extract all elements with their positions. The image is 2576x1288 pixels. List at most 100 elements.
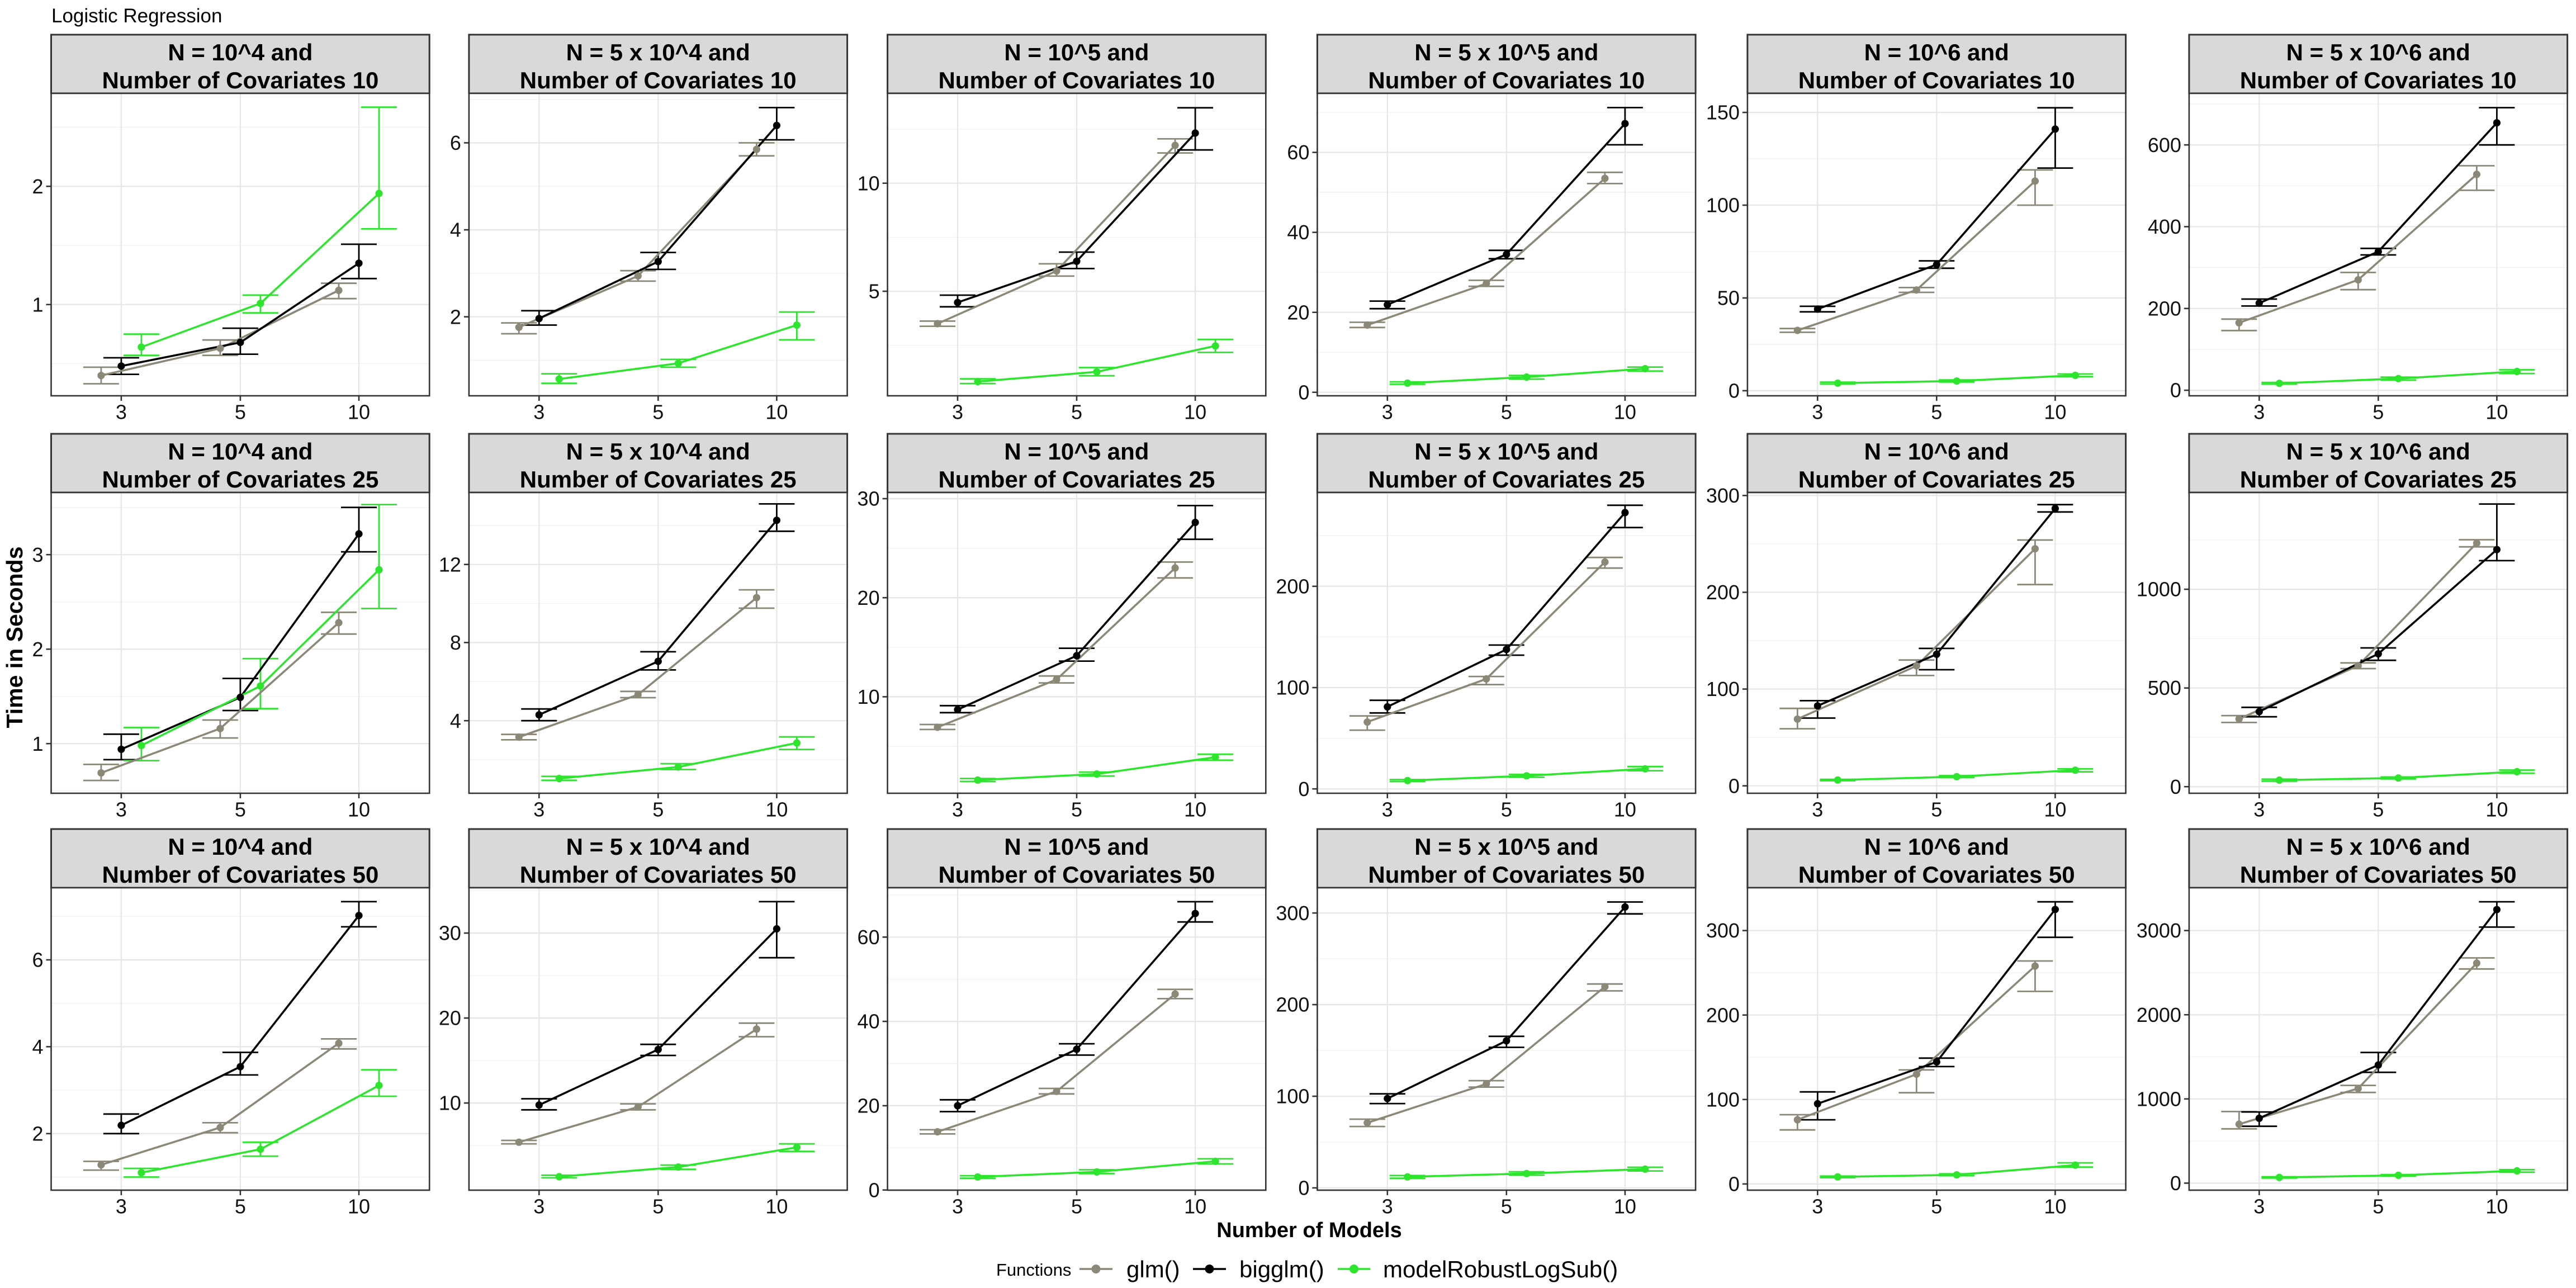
svg-text:10: 10 [765, 798, 788, 821]
svg-text:N = 5 x 10^5 and: N = 5 x 10^5 and [1414, 39, 1598, 65]
svg-text:10: 10 [1184, 1195, 1206, 1218]
svg-text:8: 8 [450, 631, 461, 654]
svg-text:Time in Seconds: Time in Seconds [2, 546, 27, 728]
svg-text:Number of Covariates 25: Number of Covariates 25 [1798, 466, 2075, 493]
svg-text:3: 3 [116, 1195, 127, 1218]
svg-text:5: 5 [652, 1195, 664, 1218]
svg-text:N = 5 x 10^5 and: N = 5 x 10^5 and [1414, 834, 1598, 860]
svg-text:20: 20 [1287, 301, 1309, 324]
svg-text:Number of Covariates 25: Number of Covariates 25 [102, 466, 378, 493]
svg-text:5: 5 [1931, 1195, 1942, 1218]
svg-text:N = 5 x 10^6 and: N = 5 x 10^6 and [2286, 834, 2470, 860]
svg-text:10: 10 [858, 172, 880, 195]
svg-text:Number of Covariates 10: Number of Covariates 10 [1798, 67, 2075, 93]
svg-text:200: 200 [1706, 1003, 1740, 1026]
svg-text:Number of Covariates 50: Number of Covariates 50 [2240, 861, 2517, 888]
svg-text:Number of Covariates 10: Number of Covariates 10 [102, 67, 378, 93]
svg-text:Number of Covariates 25: Number of Covariates 25 [2240, 466, 2517, 493]
svg-text:N = 10^6 and: N = 10^6 and [1864, 39, 2009, 65]
svg-text:5: 5 [2373, 401, 2384, 424]
svg-text:10: 10 [1614, 401, 1636, 424]
svg-text:40: 40 [1287, 221, 1309, 244]
svg-text:N = 10^5 and: N = 10^5 and [1004, 438, 1149, 465]
svg-text:N = 5 x 10^5 and: N = 5 x 10^5 and [1414, 438, 1598, 465]
svg-text:N = 10^5 and: N = 10^5 and [1004, 39, 1149, 65]
svg-text:2000: 2000 [2137, 1003, 2181, 1026]
svg-text:Number of Models: Number of Models [1216, 1219, 1401, 1242]
svg-text:50: 50 [1717, 287, 1740, 310]
svg-text:5: 5 [1071, 1195, 1082, 1218]
svg-text:5: 5 [2373, 1195, 2384, 1218]
svg-text:3: 3 [533, 798, 544, 821]
svg-text:1: 1 [32, 732, 43, 755]
svg-text:3: 3 [1812, 401, 1823, 424]
svg-text:0: 0 [1298, 778, 1309, 801]
svg-text:5: 5 [235, 401, 246, 424]
svg-text:0: 0 [1298, 1177, 1309, 1200]
svg-text:20: 20 [858, 1095, 880, 1117]
svg-text:150: 150 [1706, 101, 1740, 124]
svg-text:0: 0 [1298, 381, 1309, 404]
svg-text:10: 10 [1184, 798, 1206, 821]
svg-text:20: 20 [439, 1007, 461, 1030]
svg-text:100: 100 [1276, 1085, 1309, 1108]
svg-text:glm(): glm() [1126, 1256, 1180, 1282]
svg-text:5: 5 [235, 1195, 246, 1218]
svg-text:1: 1 [32, 293, 43, 316]
svg-text:10: 10 [2485, 401, 2508, 424]
svg-text:N = 5 x 10^6 and: N = 5 x 10^6 and [2286, 438, 2470, 465]
svg-text:5: 5 [1501, 1195, 1512, 1218]
svg-text:Number of Covariates 25: Number of Covariates 25 [1368, 466, 1645, 493]
svg-text:3: 3 [1382, 1195, 1393, 1218]
svg-text:0: 0 [2170, 1172, 2181, 1195]
svg-text:Number of Covariates 25: Number of Covariates 25 [938, 466, 1215, 493]
svg-text:0: 0 [1729, 380, 1740, 402]
svg-text:10: 10 [858, 685, 880, 708]
svg-text:100: 100 [1706, 194, 1740, 217]
svg-text:10: 10 [2485, 1195, 2508, 1218]
svg-text:3: 3 [1812, 798, 1823, 821]
svg-text:3: 3 [952, 798, 963, 821]
svg-text:3: 3 [116, 798, 127, 821]
svg-text:N = 10^5 and: N = 10^5 and [1004, 834, 1149, 860]
svg-text:N = 10^6 and: N = 10^6 and [1864, 834, 2009, 860]
svg-text:0: 0 [2170, 775, 2181, 798]
svg-text:5: 5 [1931, 401, 1942, 424]
svg-text:10: 10 [765, 1195, 788, 1218]
svg-text:N = 10^4 and: N = 10^4 and [168, 834, 312, 860]
svg-text:5: 5 [235, 798, 246, 821]
svg-text:10: 10 [348, 1195, 370, 1218]
svg-text:0: 0 [2170, 379, 2181, 402]
svg-text:4: 4 [450, 219, 461, 242]
svg-text:Logistic Regression: Logistic Regression [51, 5, 222, 27]
svg-text:600: 600 [2148, 134, 2181, 157]
svg-text:Number of Covariates 10: Number of Covariates 10 [2240, 67, 2517, 93]
svg-text:5: 5 [1071, 401, 1082, 424]
svg-text:N = 10^6 and: N = 10^6 and [1864, 438, 2009, 465]
svg-text:10: 10 [2485, 798, 2508, 821]
svg-text:5: 5 [1931, 798, 1942, 821]
svg-text:3: 3 [116, 401, 127, 424]
svg-text:3: 3 [1812, 1195, 1823, 1218]
svg-text:2: 2 [32, 638, 43, 661]
svg-text:10: 10 [2044, 401, 2066, 424]
svg-text:5: 5 [652, 401, 664, 424]
svg-text:10: 10 [1614, 1195, 1636, 1218]
svg-text:3: 3 [533, 1195, 544, 1218]
svg-text:Number of Covariates 10: Number of Covariates 10 [520, 67, 797, 93]
svg-text:3: 3 [533, 401, 544, 424]
svg-text:6: 6 [32, 949, 43, 972]
svg-text:30: 30 [858, 487, 880, 510]
svg-text:Number of Covariates 50: Number of Covariates 50 [102, 861, 378, 888]
svg-text:10: 10 [1614, 798, 1636, 821]
svg-text:2: 2 [32, 1122, 43, 1145]
svg-text:Number of Covariates 50: Number of Covariates 50 [1368, 861, 1645, 888]
svg-text:5: 5 [1501, 798, 1512, 821]
svg-text:10: 10 [1184, 401, 1206, 424]
svg-text:3: 3 [2253, 1195, 2265, 1218]
svg-text:300: 300 [1706, 484, 1740, 507]
svg-text:10: 10 [348, 401, 370, 424]
svg-text:3: 3 [952, 1195, 963, 1218]
svg-text:0: 0 [1729, 774, 1740, 797]
svg-text:2: 2 [32, 175, 43, 198]
